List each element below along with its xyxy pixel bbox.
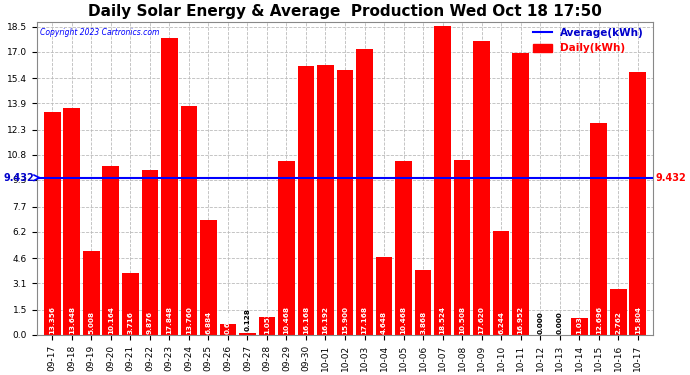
Bar [259,317,275,335]
Bar [103,166,119,335]
Text: 9.876: 9.876 [147,310,152,333]
Bar [454,160,471,335]
Text: 4.648: 4.648 [381,310,387,333]
Text: 1.032: 1.032 [576,311,582,333]
Text: 18.524: 18.524 [440,306,446,333]
Bar [317,65,334,335]
Text: 6.244: 6.244 [498,310,504,333]
Text: 16.168: 16.168 [303,305,309,333]
Text: 10.508: 10.508 [459,306,465,333]
Bar [434,26,451,335]
Text: 10.468: 10.468 [284,306,289,333]
Bar [200,220,217,335]
Bar [297,66,314,335]
Text: 10.164: 10.164 [108,306,114,333]
Legend: Average(kWh), Daily(kWh): Average(kWh), Daily(kWh) [529,24,648,57]
Bar [473,41,490,335]
Bar [571,318,587,335]
Bar [395,160,412,335]
Text: 10.468: 10.468 [401,306,406,333]
Text: 9.432: 9.432 [4,173,34,183]
Text: 17.168: 17.168 [362,306,368,333]
Text: 13.648: 13.648 [69,306,75,333]
Text: 17.848: 17.848 [166,306,172,333]
Bar [278,160,295,335]
Text: 15.804: 15.804 [635,306,641,333]
Bar [415,270,431,335]
Bar [591,123,607,335]
Text: 0.000: 0.000 [538,311,543,333]
Text: 0.000: 0.000 [557,311,563,333]
Bar [219,324,236,335]
Text: 2.762: 2.762 [615,310,621,333]
Text: 16.952: 16.952 [518,305,524,333]
Text: 9.432: 9.432 [656,173,686,183]
Bar [161,38,177,335]
Bar [493,231,509,335]
Title: Daily Solar Energy & Average  Production Wed Oct 18 17:50: Daily Solar Energy & Average Production … [88,4,602,19]
Text: Copyright 2023 Cartronics.com: Copyright 2023 Cartronics.com [40,28,159,37]
Text: 12.696: 12.696 [595,305,602,333]
Text: 3.716: 3.716 [127,310,133,333]
Text: 6.884: 6.884 [206,310,211,333]
Text: 15.900: 15.900 [342,306,348,333]
Bar [63,108,80,335]
Bar [629,72,646,335]
Bar [44,112,61,335]
Bar [513,53,529,335]
Text: 3.868: 3.868 [420,310,426,333]
Text: 0.128: 0.128 [244,309,250,332]
Bar [356,49,373,335]
Text: 16.192: 16.192 [322,306,328,333]
Bar [610,289,627,335]
Text: 0.668: 0.668 [225,310,231,333]
Text: 1.052: 1.052 [264,310,270,333]
Bar [83,252,99,335]
Text: 5.008: 5.008 [88,310,95,333]
Bar [376,258,393,335]
Text: 17.620: 17.620 [479,306,484,333]
Bar [181,106,197,335]
Bar [239,333,256,335]
Text: 13.760: 13.760 [186,306,192,333]
Bar [337,70,353,335]
Bar [122,273,139,335]
Text: 13.356: 13.356 [49,306,55,333]
Bar [141,170,158,335]
